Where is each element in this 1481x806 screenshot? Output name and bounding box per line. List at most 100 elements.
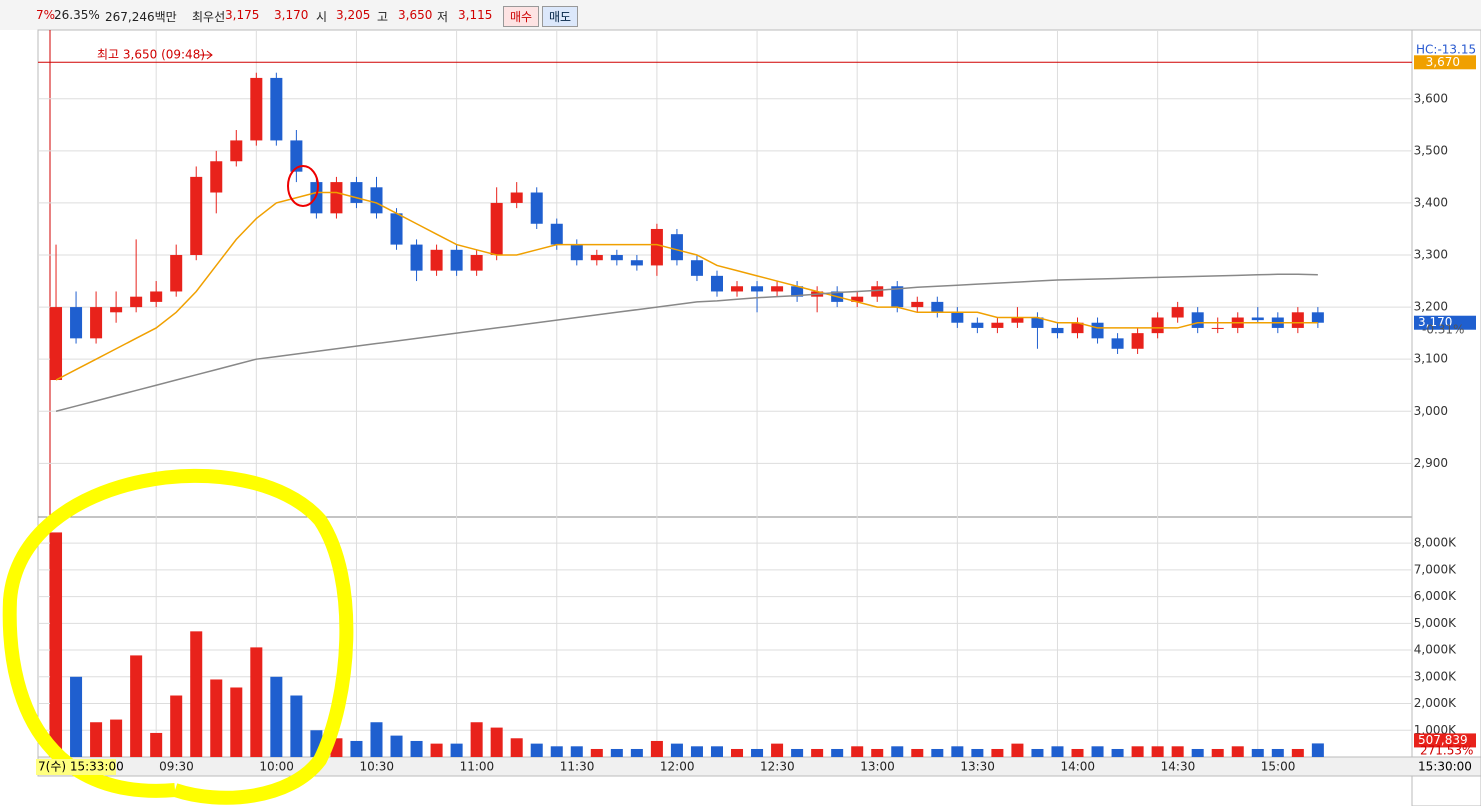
volume-bar bbox=[1071, 748, 1084, 757]
volume-bar bbox=[811, 748, 824, 757]
candle-body bbox=[931, 301, 944, 313]
volume-bar bbox=[410, 740, 423, 757]
candle-body bbox=[610, 255, 623, 261]
candle-body bbox=[390, 213, 403, 245]
hc-label: HC:-13.15 bbox=[1416, 43, 1476, 57]
candle-body bbox=[550, 223, 563, 245]
price: 3,170 bbox=[274, 8, 309, 22]
volume-bar bbox=[350, 740, 363, 757]
x-tick-label: 13:00 bbox=[860, 760, 895, 774]
last-volume-box bbox=[1414, 733, 1476, 748]
volume-bar bbox=[370, 722, 383, 757]
x-tick-label: 09:30 bbox=[159, 760, 194, 774]
candle-body bbox=[1011, 317, 1024, 323]
volume-bar bbox=[1191, 748, 1204, 757]
highlight-ellipse bbox=[2, 468, 354, 805]
volume-bar bbox=[1011, 743, 1024, 757]
candle-body bbox=[210, 161, 223, 193]
y-tick-label: 3,400 bbox=[1414, 195, 1448, 209]
moving-average bbox=[55, 191, 1318, 381]
volume-tick-label: 6,000K bbox=[1414, 589, 1457, 603]
volume-bar bbox=[510, 738, 523, 757]
candle-body bbox=[1171, 307, 1184, 318]
volume-bar bbox=[1151, 746, 1164, 757]
y-tick-label: 2,900 bbox=[1414, 456, 1448, 470]
candle-body bbox=[791, 286, 804, 297]
last-change: -0.31% bbox=[1422, 323, 1464, 337]
volume-bar bbox=[971, 748, 984, 757]
volume-bar bbox=[150, 732, 163, 757]
y-tick-label: 3,100 bbox=[1414, 352, 1448, 366]
volume-bar bbox=[1311, 743, 1324, 757]
y-tick-label: 3,500 bbox=[1414, 143, 1448, 157]
candle-body bbox=[971, 322, 984, 328]
volume-bar bbox=[831, 748, 844, 757]
volume-bar bbox=[931, 748, 944, 757]
x-tick-label: 14:00 bbox=[1060, 760, 1095, 774]
volume-bar bbox=[991, 748, 1004, 757]
x-tick-label: 15:00 bbox=[1261, 760, 1296, 774]
volume-tick-label: 7,000K bbox=[1414, 562, 1457, 576]
high-label-box bbox=[1414, 55, 1476, 70]
cursor-time: 7(수) 15:33:00 bbox=[38, 760, 124, 774]
x-tick-label: 11:30 bbox=[560, 760, 595, 774]
candle-body bbox=[110, 307, 123, 313]
volume-bar bbox=[871, 748, 884, 757]
volume-bar bbox=[390, 735, 403, 757]
candle-body bbox=[570, 244, 583, 261]
candle-body bbox=[250, 77, 263, 141]
candle-body bbox=[1071, 322, 1084, 334]
label: 최우선 bbox=[192, 10, 226, 24]
volume-bar bbox=[1231, 746, 1244, 757]
volume-bar bbox=[851, 746, 864, 757]
pct: 26.35% bbox=[54, 8, 100, 22]
volume-bar bbox=[70, 676, 83, 757]
hand-circle bbox=[287, 165, 319, 207]
volume-bar bbox=[1131, 746, 1144, 757]
candle-body bbox=[871, 286, 884, 297]
volume-bar bbox=[791, 748, 804, 757]
candle-body bbox=[891, 286, 904, 308]
candle-body bbox=[590, 255, 603, 261]
volume-bar bbox=[891, 746, 904, 757]
volume-bar bbox=[530, 743, 543, 757]
candle-body bbox=[470, 255, 483, 271]
volume-bar bbox=[630, 748, 643, 757]
volume-bar bbox=[690, 746, 703, 757]
volume-bar bbox=[590, 748, 603, 757]
volume-bar bbox=[1171, 746, 1184, 757]
candle-body bbox=[70, 307, 83, 339]
candle-body bbox=[771, 286, 784, 292]
candle-body bbox=[1311, 312, 1324, 323]
right-axis bbox=[1411, 29, 1481, 806]
volume-bar bbox=[210, 679, 223, 757]
candle-body bbox=[650, 228, 663, 266]
pct: 7% bbox=[36, 8, 56, 22]
x-tick-label: 13:30 bbox=[960, 760, 995, 774]
sell-button[interactable]: 매도 bbox=[542, 6, 579, 27]
volume-ratio: 271.53% bbox=[1420, 744, 1473, 758]
amount: 267,246백만 bbox=[105, 10, 177, 24]
last-price: 3,170 bbox=[1418, 315, 1452, 329]
annotation: 최고 3,650 (09:48) bbox=[97, 48, 205, 62]
volume-bar bbox=[1271, 748, 1284, 757]
y-tick-label: 3,200 bbox=[1414, 300, 1448, 314]
candle-body bbox=[310, 182, 323, 214]
volume-bar bbox=[1251, 748, 1264, 757]
buy-button[interactable]: 매수 bbox=[503, 6, 540, 27]
candle-body bbox=[490, 202, 503, 256]
x-tick-label: 14:30 bbox=[1161, 760, 1196, 774]
volume-bar bbox=[911, 748, 924, 757]
y-tick-label: 3,300 bbox=[1414, 248, 1448, 262]
volume-bar bbox=[650, 740, 663, 757]
volume-bar bbox=[731, 748, 744, 757]
high-label: 3,670 bbox=[1426, 55, 1460, 69]
volume-bar bbox=[270, 676, 283, 757]
moving-average bbox=[55, 273, 1318, 412]
volume-bar bbox=[1211, 748, 1224, 757]
annotation-arrow bbox=[200, 50, 213, 60]
candle-body bbox=[530, 192, 543, 224]
label: 고 bbox=[377, 10, 389, 24]
volume-tick-label: 3,000K bbox=[1414, 669, 1457, 683]
